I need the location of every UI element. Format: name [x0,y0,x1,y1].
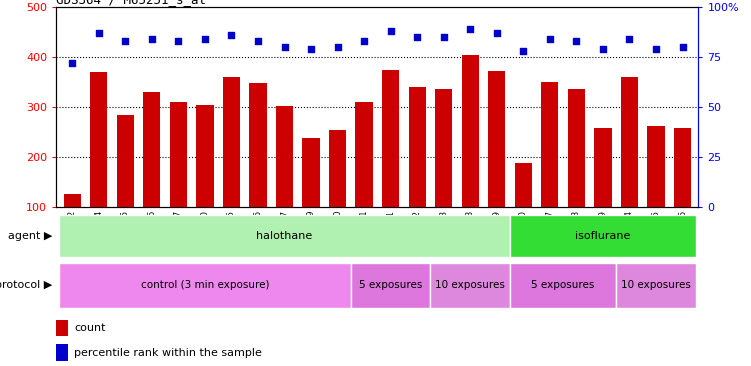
Bar [196,105,213,207]
Bar [116,115,134,207]
Point [570,38,582,44]
Text: isoflurane: isoflurane [575,231,631,241]
Bar [514,163,532,207]
Bar [170,102,187,207]
Bar [276,106,293,207]
Bar [143,92,161,207]
Bar [510,263,616,308]
Text: GDS364 / M65251_s_at: GDS364 / M65251_s_at [56,0,207,6]
Text: 5 exposures: 5 exposures [532,280,595,291]
Bar [59,215,510,257]
Bar [90,72,107,207]
Bar [64,194,81,207]
Point [438,34,450,40]
Bar [409,87,426,207]
Point [544,36,556,42]
Bar [541,82,559,207]
Point [650,46,662,52]
Bar [647,126,665,207]
Bar [249,83,267,207]
Bar [329,131,346,207]
Bar [435,89,452,207]
Bar [488,71,505,207]
Text: percentile rank within the sample: percentile rank within the sample [74,348,262,358]
Text: protocol ▶: protocol ▶ [0,280,53,291]
Bar [674,128,691,207]
Point [464,26,476,32]
Bar [56,320,68,336]
Bar [430,263,510,308]
Point [93,30,105,36]
Text: 10 exposures: 10 exposures [621,280,691,291]
Point [623,36,635,42]
Point [332,44,344,50]
Text: agent ▶: agent ▶ [8,231,53,241]
Point [66,60,78,66]
Point [173,38,185,44]
Point [490,30,502,36]
Bar [223,77,240,207]
Point [225,32,237,38]
Bar [351,263,430,308]
Point [146,36,158,42]
Point [199,36,211,42]
Point [517,48,529,54]
Point [358,38,370,44]
Bar [568,89,585,207]
Text: 10 exposures: 10 exposures [436,280,505,291]
Point [597,46,609,52]
Point [305,46,317,52]
Point [119,38,131,44]
Text: 5 exposures: 5 exposures [359,280,422,291]
Point [385,28,397,34]
Bar [621,77,638,207]
Bar [510,215,695,257]
Bar [616,263,695,308]
Bar [56,344,68,361]
Bar [382,70,400,207]
Bar [462,55,479,207]
Point [252,38,264,44]
Point [411,34,423,40]
Point [677,44,689,50]
Bar [59,263,351,308]
Bar [594,128,611,207]
Bar [303,138,320,207]
Point [279,44,291,50]
Text: control (3 min exposure): control (3 min exposure) [140,280,269,291]
Text: count: count [74,323,106,333]
Text: halothane: halothane [256,231,312,241]
Bar [355,102,372,207]
